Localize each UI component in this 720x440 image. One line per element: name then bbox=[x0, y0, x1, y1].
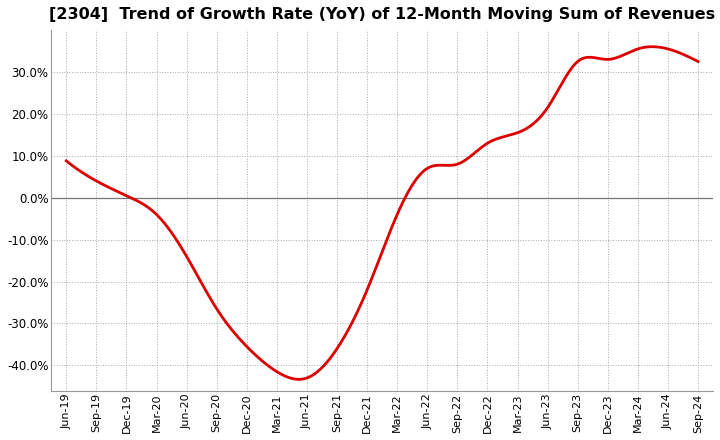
Title: [2304]  Trend of Growth Rate (YoY) of 12-Month Moving Sum of Revenues: [2304] Trend of Growth Rate (YoY) of 12-… bbox=[49, 7, 715, 22]
